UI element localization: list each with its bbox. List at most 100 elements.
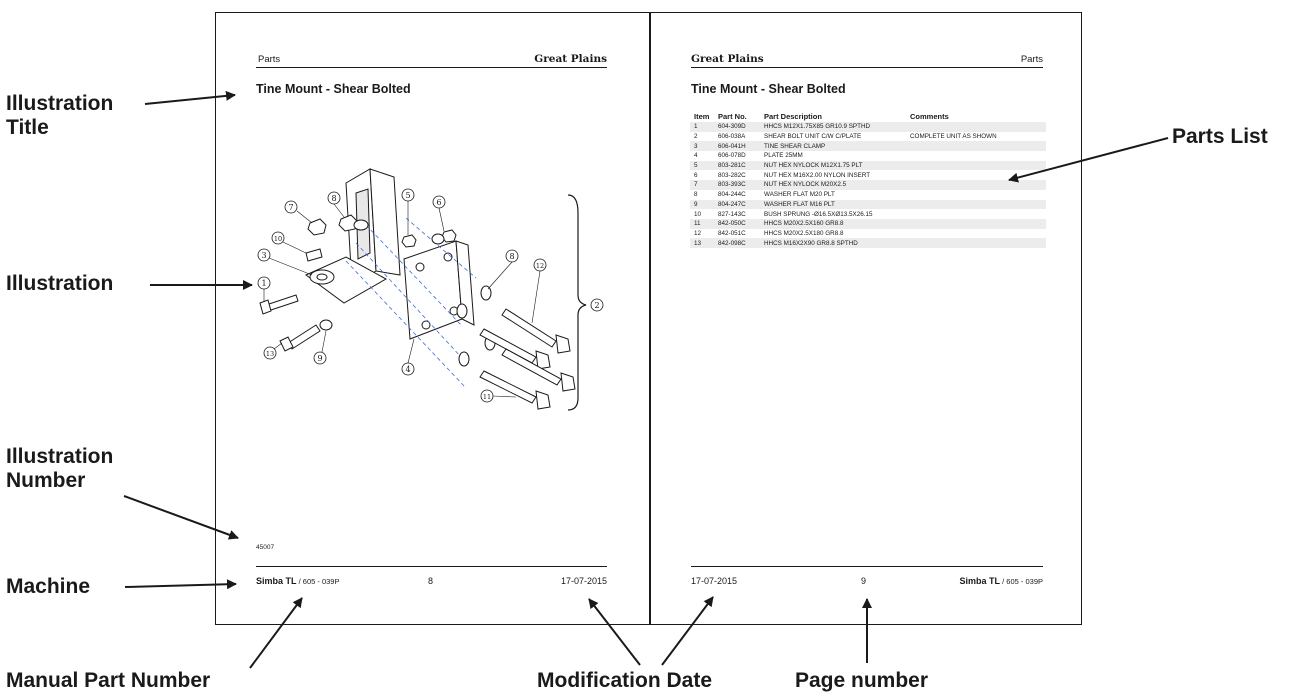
svg-text:12: 12 <box>536 262 544 270</box>
cell-part-no: 803-282C <box>718 171 746 179</box>
right-header-brand: Great Plains <box>691 53 764 65</box>
parts-list-row: 4 606-078D PLATE 25MM <box>690 151 1046 161</box>
parts-list-row: 5 803-281C NUT HEX NYLOCK M12X1.75 PLT <box>690 160 1046 171</box>
callout-manual-part-number: Manual Part Number <box>6 669 211 692</box>
cell-item: 2 <box>694 133 698 141</box>
svg-text:8: 8 <box>331 194 336 203</box>
cell-comment <box>906 180 1046 190</box>
callout-modification-date: Modification Date <box>537 669 713 692</box>
parts-list-row: 6 803-282C NUT HEX M16X2.00 NYLON INSERT <box>690 170 1046 180</box>
right-footer-date: 17-07-2015 <box>691 576 738 586</box>
cell-part-no: 842-051C <box>718 229 746 237</box>
parts-list-row: 13 842-098C HHCS M16X2X90 GR8.8 SPTHD <box>690 238 1046 248</box>
cell-description: PLATE 25MM <box>764 152 803 160</box>
manual-spread: Parts Great Plains Tine Mount - Shear Bo… <box>215 12 1082 625</box>
footer-machine-name: Simba TL <box>256 576 297 586</box>
right-footer-page-number: 9 <box>861 576 867 586</box>
left-header-rule <box>256 67 607 68</box>
cell-part-no: 606-078D <box>718 152 746 160</box>
cell-part-no: 804-247C <box>714 199 760 210</box>
cell-comment <box>906 218 1046 229</box>
svg-text:1: 1 <box>261 279 266 288</box>
balloon-12: 12 <box>533 258 547 272</box>
right-footer-manual: Simba TL / 605 - 039P <box>960 576 1043 586</box>
left-page: Parts Great Plains Tine Mount - Shear Bo… <box>216 13 649 624</box>
cell-description: HHCS M20X2.5X160 GR8.8 <box>760 218 906 229</box>
cell-item: 1 <box>690 122 714 132</box>
parts-list-row: 3 606-041H TINE SHEAR CLAMP <box>690 141 1046 152</box>
parts-list-row: 2 606-038A SHEAR BOLT UNIT C/W C/PLATE COMP… <box>690 132 1046 142</box>
cell-item: 5 <box>690 160 714 171</box>
svg-text:7: 7 <box>288 203 293 212</box>
right-page: Great Plains Parts Tine Mount - Shear Bo… <box>651 13 1081 624</box>
parts-list-table: Item Part No. Part Description Comments … <box>690 110 1046 248</box>
right-footer-rule <box>691 566 1043 567</box>
svg-text:9: 9 <box>317 354 322 363</box>
cell-description: HHCS M16X2X90 GR8.8 SPTHD <box>760 238 906 248</box>
svg-text:5: 5 <box>405 191 410 200</box>
cell-comment <box>906 229 1046 239</box>
spine <box>649 13 651 624</box>
cell-comment <box>906 170 1046 180</box>
cell-description: NUT HEX NYLOCK M20X2.5 <box>760 180 906 190</box>
balloon-4: 4 <box>401 362 415 376</box>
parts-list-row: 1 604-309D HHCS M12X1.75X85 GR10.9 SPTHD <box>690 122 1046 132</box>
parts-list-row: 11 842-050C HHCS M20X2.5X160 GR8.8 <box>690 218 1046 229</box>
cell-item: 6 <box>694 171 698 179</box>
cell-item: 12 <box>694 229 702 237</box>
parts-list-row: 7 803-393C NUT HEX NYLOCK M20X2.5 <box>690 180 1046 190</box>
svg-text:10: 10 <box>274 235 282 243</box>
balloon-10: 10 <box>271 231 285 245</box>
cell-comment <box>906 190 1046 200</box>
callout-illustration-title: Illustration Title <box>6 92 114 139</box>
cell-item: 3 <box>690 141 714 152</box>
cell-comment <box>906 141 1046 152</box>
col-comments: Comments <box>910 111 949 121</box>
callout-illustration: Illustration <box>6 272 114 295</box>
balloon-8a: 8 <box>327 191 341 205</box>
parts-list-header: Item Part No. Part Description Comments <box>690 110 1046 122</box>
footer-machine-name: Simba TL <box>959 576 1001 586</box>
cell-item: 13 <box>690 238 714 248</box>
cell-comment <box>906 151 1046 161</box>
cell-description: TINE SHEAR CLAMP <box>760 141 906 152</box>
balloon-6: 6 <box>432 195 446 209</box>
balloon-5: 5 <box>401 188 415 202</box>
cell-part-no: 804-244C <box>718 191 746 199</box>
illustration-number: 45007 <box>256 544 275 551</box>
callout-illustration-number: Illustration Number <box>6 445 114 492</box>
col-description: Part Description <box>764 111 822 121</box>
svg-text:13: 13 <box>266 350 274 358</box>
col-part-no: Part No. <box>718 111 747 121</box>
svg-text:11: 11 <box>483 393 491 401</box>
col-item: Item <box>694 111 710 121</box>
cell-item: 11 <box>690 218 714 229</box>
cell-part-no: 604-309D <box>714 122 760 132</box>
cell-description: HHCS M12X1.75X85 GR10.9 SPTHD <box>760 122 906 132</box>
svg-text:6: 6 <box>436 198 441 207</box>
callout-page-number: Page number <box>795 669 929 692</box>
balloon-11: 11 <box>480 389 494 403</box>
balloon-1: 1 <box>257 276 271 290</box>
balloon-13: 13 <box>263 346 277 360</box>
cell-part-no: 606-041H <box>714 141 760 152</box>
footer-manual-part-number: / 605 - 039P <box>1000 577 1043 586</box>
cell-comment <box>906 209 1046 219</box>
balloon-3: 3 <box>257 248 271 262</box>
parts-list-row: 12 842-051C HHCS M20X2.5X180 GR8.8 <box>690 229 1046 239</box>
cell-comment <box>906 160 1046 171</box>
svg-text:3: 3 <box>261 251 266 260</box>
cell-description: BUSH SPRUNG -Ø16.5XØ13.5X26.15 <box>764 210 873 218</box>
cell-description: SHEAR BOLT UNIT C/W C/PLATE <box>764 133 862 141</box>
parts-list-row: 9 804-247C WASHER FLAT M16 PLT <box>690 199 1046 210</box>
cell-part-no: 803-281C <box>714 160 760 171</box>
cell-comment <box>906 122 1046 132</box>
cell-comment: COMPLETE UNIT AS SHOWN <box>910 133 997 141</box>
left-page-title: Tine Mount - Shear Bolted <box>256 82 411 96</box>
cell-part-no: 803-393C <box>714 180 760 190</box>
right-header-rule <box>691 67 1043 68</box>
parts-list-row: 10 827-143C BUSH SPRUNG -Ø16.5XØ13.5X26.15 <box>690 209 1046 219</box>
cell-item: 4 <box>694 152 698 160</box>
left-footer-manual: Simba TL / 605 - 039P <box>256 576 339 586</box>
parts-list-row: 8 804-244C WASHER FLAT M20 PLT <box>690 190 1046 200</box>
